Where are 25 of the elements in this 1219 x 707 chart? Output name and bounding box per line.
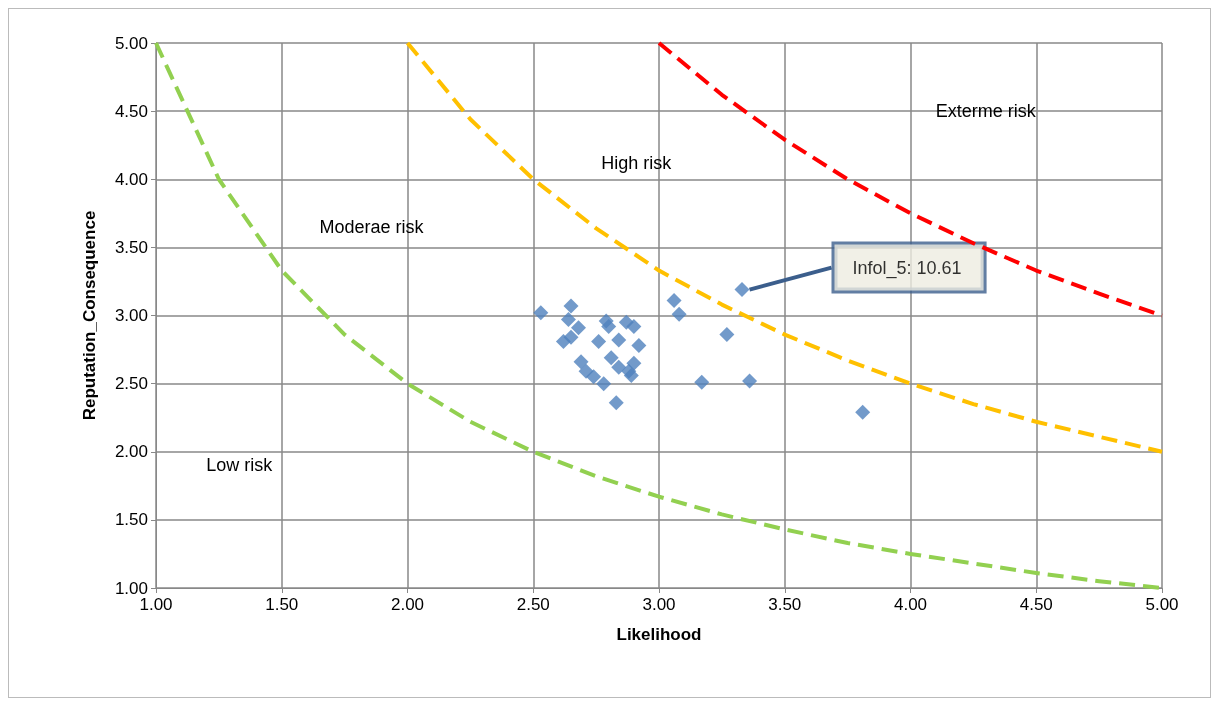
y-tick-label: 2.00 [114,442,148,462]
y-tick-label: 2.50 [114,374,148,394]
annotation: Low risk [206,455,274,476]
x-tick-label: 2.50 [516,595,550,614]
y-tick-label: 1.00 [114,578,148,598]
x-tick-label: 5.00 [1145,595,1179,614]
annotation: High risk [601,152,673,173]
y-tick-label: 1.50 [114,510,148,530]
x-tick-label: 1.00 [139,595,173,614]
y-tick-label: 3.50 [114,237,148,257]
y-axis-title: Reputation_Consequence [80,210,99,421]
y-tick-label: 3.00 [114,306,148,325]
x-tick-label: 3.00 [642,595,676,614]
y-tick-label: 4.50 [114,101,148,121]
y-tick-label: 4.00 [114,169,148,189]
x-tick-label: 4.00 [893,595,928,614]
annotation: Moderae risk [319,216,425,237]
y-tick-label: 5.00 [114,33,148,53]
annotation: Infol_5: 10.61 [852,257,962,279]
x-axis-title: Likelihood [616,625,702,644]
x-tick-label: 4.50 [1019,595,1053,614]
annotation: Exterme risk [935,101,1037,122]
x-tick-label: 3.50 [768,595,802,614]
x-tick-label: 1.50 [265,595,299,614]
x-tick-label: 2.00 [390,595,425,614]
